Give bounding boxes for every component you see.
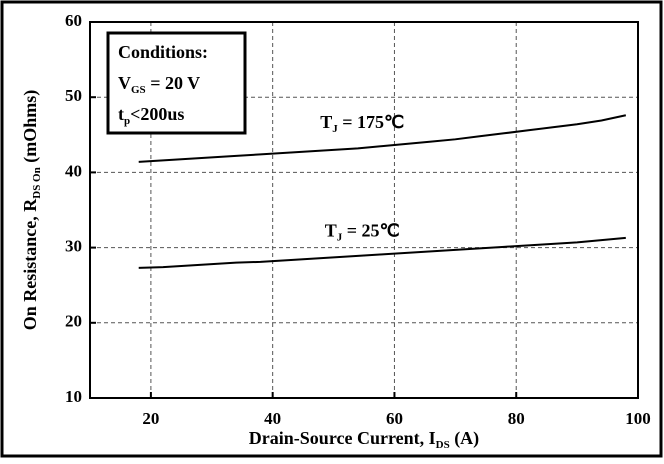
y-axis-label-part: On Resistance, R xyxy=(20,198,40,330)
series-line xyxy=(138,114,627,163)
y-tick-label: 20 xyxy=(65,312,82,331)
y-tick-label: 60 xyxy=(65,11,82,30)
y-tick-label: 10 xyxy=(65,387,82,406)
series-label-part: J xyxy=(332,123,338,135)
y-tick-label: 50 xyxy=(65,86,82,105)
conditions-line: tp<200us xyxy=(118,104,184,126)
series-label: TJ = 175℃ xyxy=(320,112,404,134)
conditions-line-part: p xyxy=(124,115,130,127)
series-label-part: = 175℃ xyxy=(338,112,404,132)
series-label-part: T xyxy=(320,112,332,132)
conditions-line: VGS = 20 V xyxy=(118,73,200,95)
y-axis-label-part: DS On xyxy=(31,167,43,199)
x-axis-label-part: DS xyxy=(436,439,450,451)
x-tick-label: 40 xyxy=(264,409,281,428)
conditions-line-part: GS xyxy=(131,84,146,96)
conditions-line-part: <200us xyxy=(130,104,184,124)
conditions-box xyxy=(106,31,247,135)
conditions-line-part: Conditions: xyxy=(118,42,208,62)
plot-border xyxy=(89,21,639,399)
y-tick-label: 30 xyxy=(65,237,82,256)
series-line xyxy=(138,236,626,269)
conditions-line-part: V xyxy=(118,73,131,93)
series-label: TJ = 25℃ xyxy=(325,220,400,242)
x-tick-label: 100 xyxy=(625,409,651,428)
x-tick-label: 60 xyxy=(386,409,403,428)
conditions-line: Conditions: xyxy=(118,42,208,62)
series-label-part: = 25℃ xyxy=(342,220,399,240)
conditions-line-part: t xyxy=(118,104,124,124)
x-tick-label: 20 xyxy=(142,409,159,428)
y-axis-label: On Resistance, RDS On (mOhms) xyxy=(20,90,42,331)
y-axis-label-part: (mOhms) xyxy=(20,90,41,168)
conditions-line-part: = 20 V xyxy=(146,73,200,93)
y-tick-label: 40 xyxy=(65,161,82,180)
x-axis-label-part: Drain-Source Current, I xyxy=(249,428,436,448)
series-label-part: T xyxy=(325,220,337,240)
x-axis-label: Drain-Source Current, IDS (A) xyxy=(249,428,479,450)
x-tick-label: 80 xyxy=(508,409,525,428)
series-label-part: J xyxy=(337,231,343,243)
x-axis-label-part: (A) xyxy=(450,428,480,449)
